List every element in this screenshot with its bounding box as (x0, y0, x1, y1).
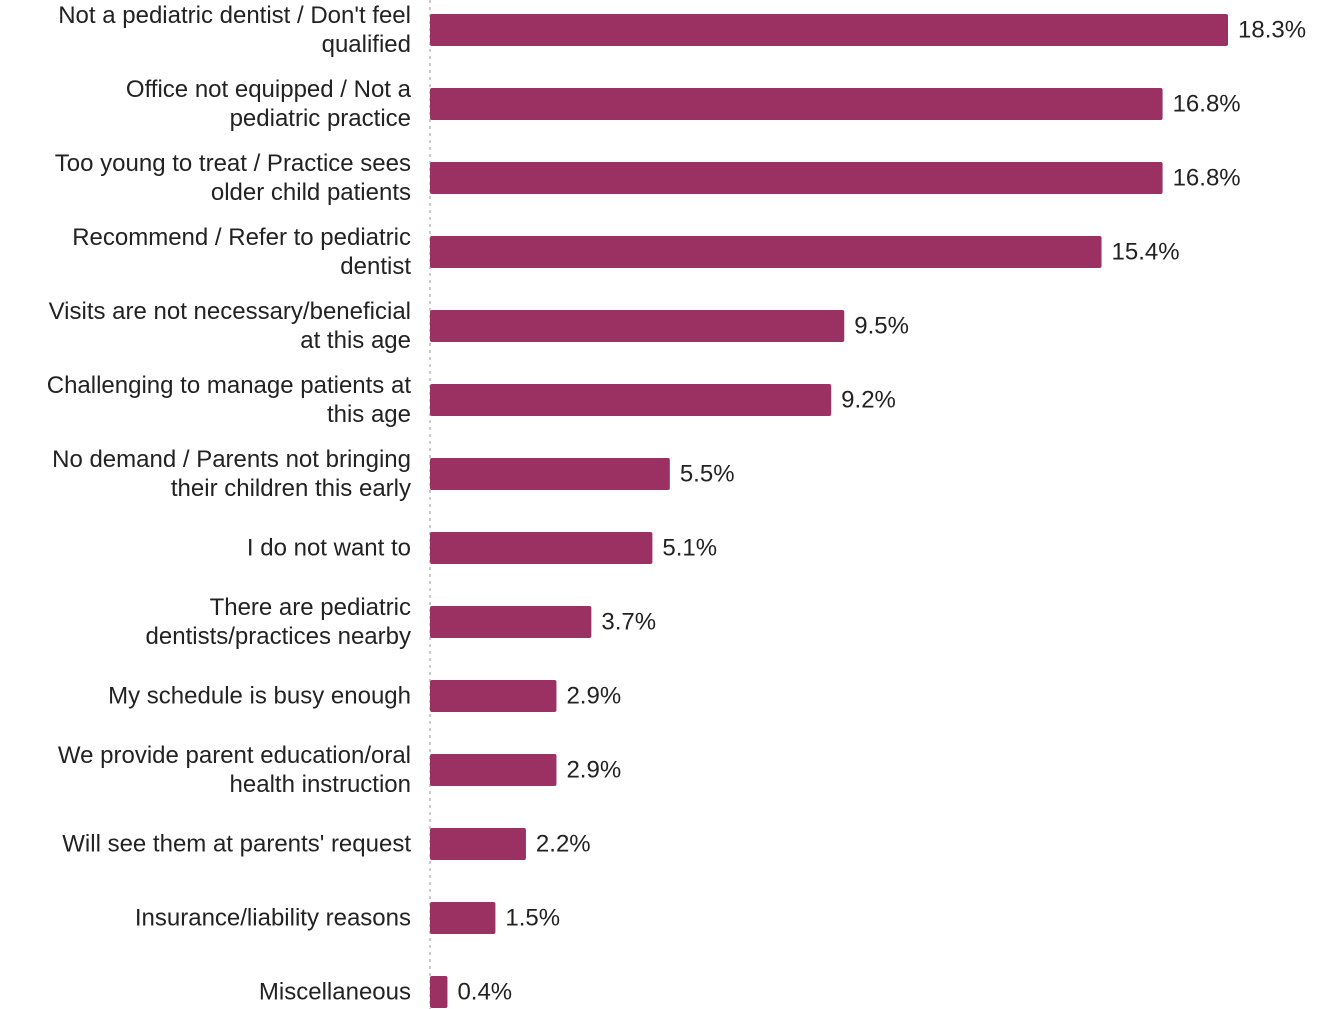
category-label: Office not equipped / Not a pediatric pra… (126, 76, 412, 132)
category-label-line: this age (327, 401, 411, 428)
category-label-line: There are pediatric (210, 594, 411, 621)
bar (430, 458, 670, 490)
value-label: 1.5% (505, 905, 560, 932)
bar (430, 606, 592, 638)
bar (430, 236, 1102, 268)
category-label: Too young to treat / Practice sees older … (55, 150, 411, 206)
category-label-line: Visits are not necessary/beneficial (49, 298, 411, 325)
value-label: 2.9% (566, 757, 621, 784)
category-label: Will see them at parents' request (62, 831, 411, 858)
value-label: 0.4% (457, 979, 512, 1006)
category-label: We provide parent education/oral health i… (58, 742, 411, 798)
category-label: I do not want to (247, 535, 411, 562)
bar (430, 532, 653, 564)
value-label: 18.3% (1238, 17, 1306, 44)
category-label-line: Will see them at parents' request (62, 831, 411, 858)
bar (430, 14, 1228, 46)
value-label: 2.9% (566, 683, 621, 710)
category-label-line: Insurance/liability reasons (135, 905, 411, 932)
bar (430, 680, 557, 712)
bar (430, 828, 526, 860)
category-label-line: Office not equipped / Not a (126, 76, 412, 103)
category-label-line: Too young to treat / Practice sees (55, 150, 411, 177)
category-label: Challenging to manage patients at this ag… (47, 372, 412, 428)
value-label: 3.7% (601, 609, 656, 636)
category-label: Not a pediatric dentist / Don't feel qual… (58, 2, 411, 58)
bars-group: 18.3% Not a pediatric dentist / Don't fee… (47, 2, 1306, 1008)
category-label: No demand / Parents not bringing their ch… (52, 446, 411, 502)
category-label-line: dentists/practices nearby (146, 623, 411, 650)
category-label: Miscellaneous (259, 979, 411, 1006)
category-label-line: health instruction (230, 771, 411, 798)
category-label-line: their children this early (171, 475, 411, 502)
category-label-line: dentist (340, 253, 411, 280)
category-label: Recommend / Refer to pediatric dentist (72, 224, 411, 280)
bar (430, 902, 496, 934)
category-label-line: at this age (300, 327, 411, 354)
value-label: 16.8% (1173, 165, 1241, 192)
category-label-line: Recommend / Refer to pediatric (72, 224, 411, 251)
value-label: 5.1% (662, 535, 717, 562)
category-label: There are pediatric dentists/practices ne… (146, 594, 411, 650)
bar (430, 162, 1163, 194)
category-label: Visits are not necessary/beneficial at th… (49, 298, 411, 354)
value-label: 16.8% (1173, 91, 1241, 118)
bar (430, 88, 1163, 120)
category-label-line: qualified (322, 31, 411, 58)
bar (430, 754, 557, 786)
value-label: 2.2% (536, 831, 591, 858)
category-label-line: No demand / Parents not bringing (52, 446, 411, 473)
bar (430, 976, 448, 1008)
category-label: My schedule is busy enough (108, 683, 411, 710)
value-label: 5.5% (680, 461, 735, 488)
category-label-line: Challenging to manage patients at (47, 372, 412, 399)
category-label-line: My schedule is busy enough (108, 683, 411, 710)
bar (430, 310, 845, 342)
category-label-line: pediatric practice (230, 105, 411, 132)
category-label-line: Not a pediatric dentist / Don't feel (58, 2, 411, 29)
value-label: 9.5% (854, 313, 909, 340)
category-label: Insurance/liability reasons (135, 905, 411, 932)
category-label-line: Miscellaneous (259, 979, 411, 1006)
category-label-line: I do not want to (247, 535, 411, 562)
value-label: 9.2% (841, 387, 896, 414)
category-label-line: We provide parent education/oral (58, 742, 411, 769)
bar (430, 384, 832, 416)
value-label: 15.4% (1112, 239, 1180, 266)
category-label-line: older child patients (211, 179, 411, 206)
